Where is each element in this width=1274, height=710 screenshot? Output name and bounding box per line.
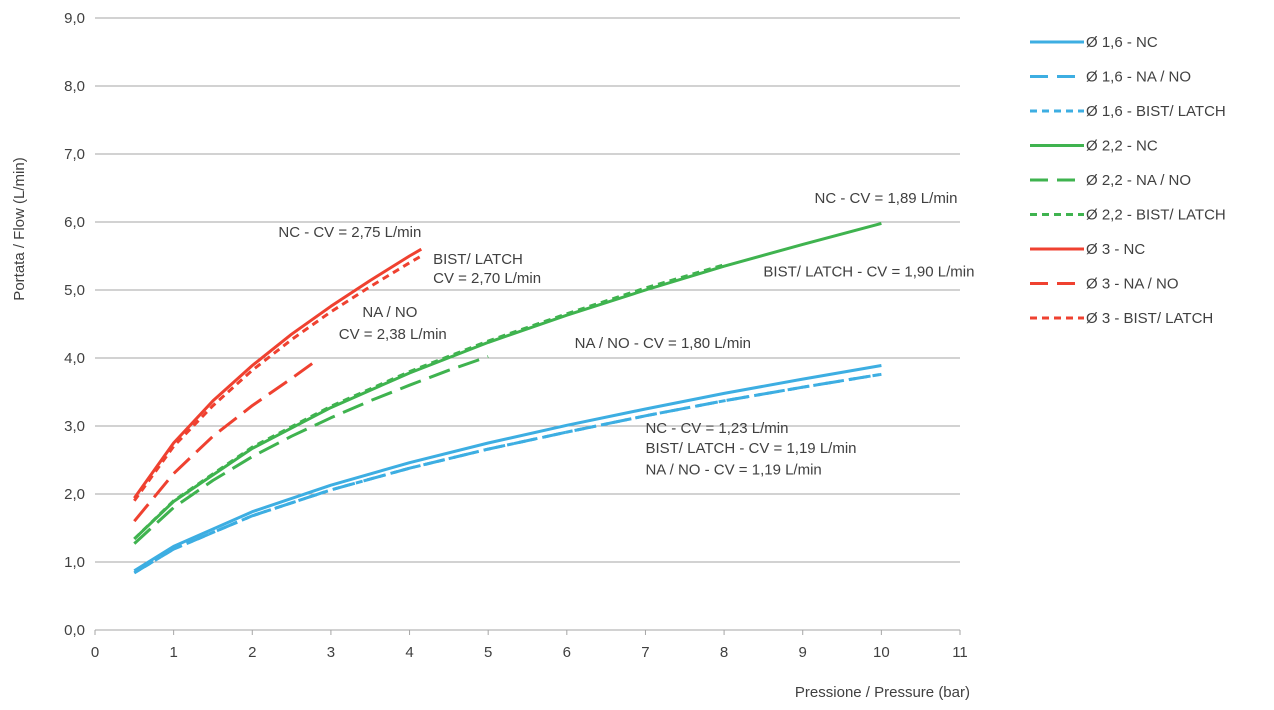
y-tick-label: 7,0	[64, 146, 85, 163]
legend-label-0: Ø 1,6 - NC	[1086, 34, 1158, 51]
annotation-label: BIST/ LATCH - CV = 1,19 L/min	[645, 440, 856, 457]
x-tick-label: 6	[563, 644, 571, 661]
x-tick-label: 1	[169, 644, 177, 661]
y-tick-label: 3,0	[64, 418, 85, 435]
y-tick-label: 9,0	[64, 10, 85, 27]
x-tick-label: 10	[873, 644, 890, 661]
legend-label-3: Ø 2,2 - NC	[1086, 138, 1158, 155]
y-tick-label: 2,0	[64, 486, 85, 503]
annotation-label: NA / NO - CV = 1,80 L/min	[575, 335, 751, 352]
series-line-2	[133, 372, 882, 575]
annotation-label: BIST/ LATCH - CV = 1,90 L/min	[763, 263, 974, 280]
x-tick-label: 2	[248, 644, 256, 661]
annotation-label: BIST/ LATCH	[433, 251, 523, 268]
y-tick-label: 1,0	[64, 554, 85, 571]
annotation-label: NA / NO - CV = 1,19 L/min	[645, 461, 821, 478]
annotation-label: NC - CV = 1,89 L/min	[815, 190, 958, 207]
legend-label-4: Ø 2,2 - NA / NO	[1086, 172, 1191, 189]
x-axis-title: Pressione / Pressure (bar)	[795, 684, 970, 701]
annotation-label: CV = 2,70 L/min	[433, 270, 541, 287]
legend-label-5: Ø 2,2 - BIST/ LATCH	[1086, 207, 1226, 224]
series-line-0	[133, 364, 882, 573]
series-line-5	[133, 263, 725, 540]
x-tick-label: 7	[641, 644, 649, 661]
annotation-label: CV = 2,38 L/min	[339, 326, 447, 343]
annotation-label: NC - CV = 1,23 L/min	[645, 420, 788, 437]
y-tick-label: 6,0	[64, 214, 85, 231]
legend-label-7: Ø 3 - NA / NO	[1086, 276, 1179, 293]
series-line-6	[133, 247, 423, 499]
x-tick-label: 11	[952, 644, 968, 661]
series-line-8	[133, 254, 423, 502]
legend-label-2: Ø 1,6 - BIST/ LATCH	[1086, 103, 1226, 120]
series-line-7	[133, 360, 317, 523]
x-tick-label: 9	[799, 644, 807, 661]
legend-label-6: Ø 3 - NC	[1086, 241, 1145, 258]
y-tick-label: 0,0	[64, 622, 85, 639]
annotation-label: NA / NO	[362, 304, 417, 321]
legend-label-8: Ø 3 - BIST/ LATCH	[1086, 310, 1213, 327]
x-tick-label: 5	[484, 644, 492, 661]
series-line-4	[133, 355, 489, 545]
y-tick-label: 5,0	[64, 282, 85, 299]
y-tick-label: 8,0	[64, 78, 85, 95]
x-tick-label: 0	[91, 644, 99, 661]
y-tick-label: 4,0	[64, 350, 85, 367]
x-tick-label: 3	[327, 644, 335, 661]
annotation-label: NC - CV = 2,75 L/min	[278, 224, 421, 241]
legend-label-1: Ø 1,6 - NA / NO	[1086, 69, 1191, 86]
x-tick-label: 4	[405, 644, 413, 661]
y-axis-title: Portata / Flow (L/min)	[11, 157, 28, 300]
x-tick-label: 8	[720, 644, 728, 661]
